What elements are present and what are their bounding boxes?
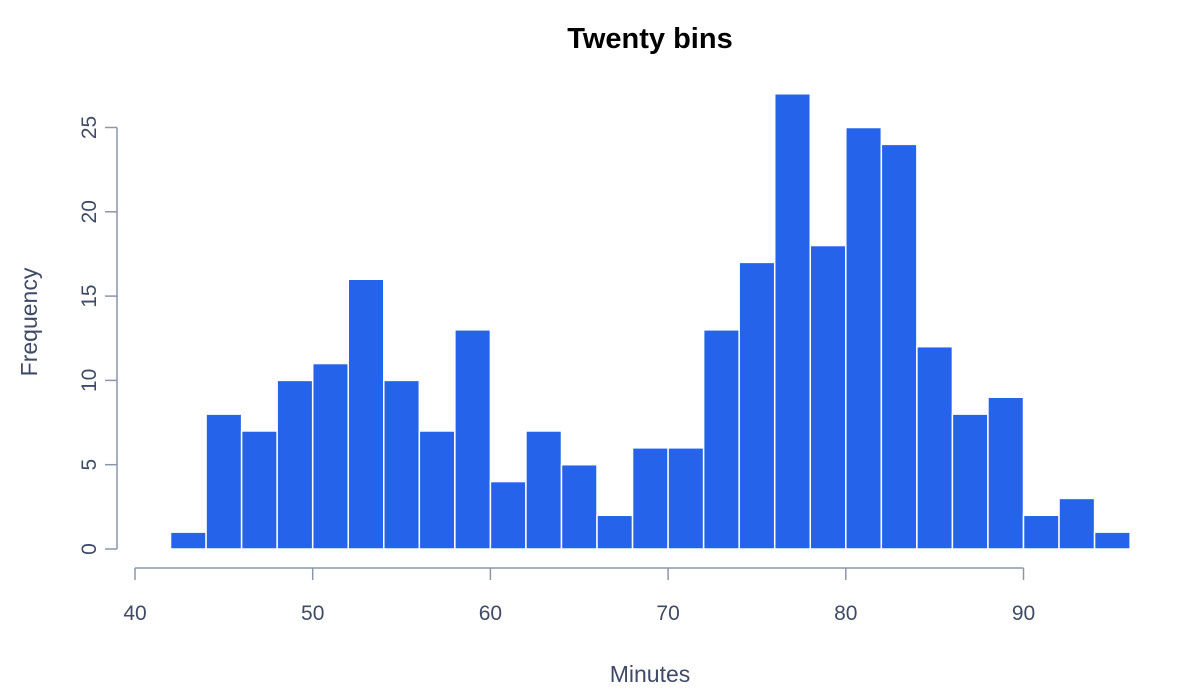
x-tick-label: 80: [834, 602, 857, 625]
histogram-bar: [880, 143, 918, 550]
histogram-bar: [667, 447, 705, 550]
histogram-bar: [631, 447, 669, 550]
histogram-bar: [916, 345, 954, 550]
y-tick-label: 10: [78, 369, 101, 392]
histogram-bar: [809, 244, 847, 550]
histogram-bar: [489, 480, 527, 550]
histogram-bar: [347, 278, 385, 550]
chart-title: Twenty bins: [567, 23, 732, 55]
y-tick-label: 25: [78, 116, 101, 139]
histogram-bar: [205, 413, 243, 550]
histogram-bar: [525, 430, 563, 550]
y-tick-label: 5: [78, 459, 101, 471]
y-axis: 0 5 10 15 20 25: [78, 116, 118, 555]
histogram-bar: [1058, 497, 1096, 550]
y-tick-label: 0: [78, 543, 101, 555]
histogram-bar: [596, 514, 634, 550]
histogram-bar: [702, 329, 740, 550]
histogram-bar: [738, 261, 776, 550]
y-tick-label: 20: [78, 200, 101, 223]
x-axis: 40 50 60 70 80 90: [123, 567, 1035, 625]
histogram-bar: [276, 379, 314, 550]
histogram-bar: [773, 93, 812, 550]
histogram-bar: [560, 463, 598, 550]
x-tick-label: 40: [123, 602, 146, 625]
x-tick-label: 70: [656, 602, 679, 625]
histogram-bar: [240, 430, 278, 550]
histogram-bar: [383, 379, 421, 550]
x-tick-label: 90: [1012, 602, 1035, 625]
y-axis-label: Frequency: [16, 267, 42, 376]
bars-group: [169, 93, 1131, 550]
histogram-bar: [1022, 514, 1060, 550]
histogram-bar: [951, 413, 989, 550]
histogram-bar: [845, 126, 883, 550]
histogram-bar: [1093, 531, 1131, 550]
y-tick-label: 15: [78, 284, 101, 307]
x-axis-label: Minutes: [610, 661, 691, 687]
histogram-bar: [169, 531, 207, 550]
histogram-bar: [454, 329, 492, 550]
histogram-bar: [311, 362, 349, 550]
x-tick-label: 60: [479, 602, 502, 625]
histogram-bar: [987, 396, 1025, 550]
histogram-bar: [418, 430, 456, 550]
x-tick-label: 50: [301, 602, 324, 625]
